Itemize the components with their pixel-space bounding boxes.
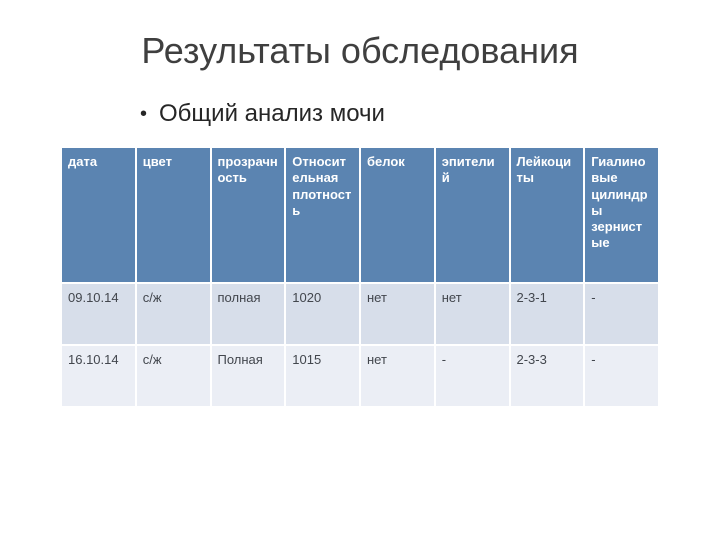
col-header: белок bbox=[361, 148, 434, 282]
table-cell: 1020 bbox=[286, 284, 359, 344]
table-row: 16.10.14с/жПолная1015нет-2-3-3- bbox=[62, 346, 658, 406]
results-table: датацветпрозрачностьОтносительная плотно… bbox=[60, 146, 660, 408]
col-header: дата bbox=[62, 148, 135, 282]
table-cell: 2-3-1 bbox=[511, 284, 584, 344]
table-cell: - bbox=[436, 346, 509, 406]
bullet-dot-icon: • bbox=[140, 100, 147, 128]
col-header: прозрачность bbox=[212, 148, 285, 282]
table-cell: нет bbox=[361, 284, 434, 344]
slide: Результаты обследования • Общий анализ м… bbox=[0, 0, 720, 540]
table-cell: с/ж bbox=[137, 346, 210, 406]
table-cell: 1015 bbox=[286, 346, 359, 406]
col-header: Лейкоциты bbox=[511, 148, 584, 282]
bullet-item: • Общий анализ мочи bbox=[140, 100, 660, 128]
table-row: 09.10.14с/жполная1020нетнет2-3-1- bbox=[62, 284, 658, 344]
col-header: эпителий bbox=[436, 148, 509, 282]
bullet-text: Общий анализ мочи bbox=[159, 100, 385, 128]
table-cell: - bbox=[585, 346, 658, 406]
table-cell: Полная bbox=[212, 346, 285, 406]
table-header: датацветпрозрачностьОтносительная плотно… bbox=[62, 148, 658, 282]
col-header: Относительная плотность bbox=[286, 148, 359, 282]
table-cell: нет bbox=[361, 346, 434, 406]
table-cell: полная bbox=[212, 284, 285, 344]
table-cell: 09.10.14 bbox=[62, 284, 135, 344]
table-cell: нет bbox=[436, 284, 509, 344]
col-header: цвет bbox=[137, 148, 210, 282]
table-cell: 16.10.14 bbox=[62, 346, 135, 406]
table-cell: - bbox=[585, 284, 658, 344]
table-cell: с/ж bbox=[137, 284, 210, 344]
page-title: Результаты обследования bbox=[60, 30, 660, 72]
table-cell: 2-3-3 bbox=[511, 346, 584, 406]
table-body: 09.10.14с/жполная1020нетнет2-3-1-16.10.1… bbox=[62, 284, 658, 406]
col-header: Гиалиновые цилиндры зернистые bbox=[585, 148, 658, 282]
